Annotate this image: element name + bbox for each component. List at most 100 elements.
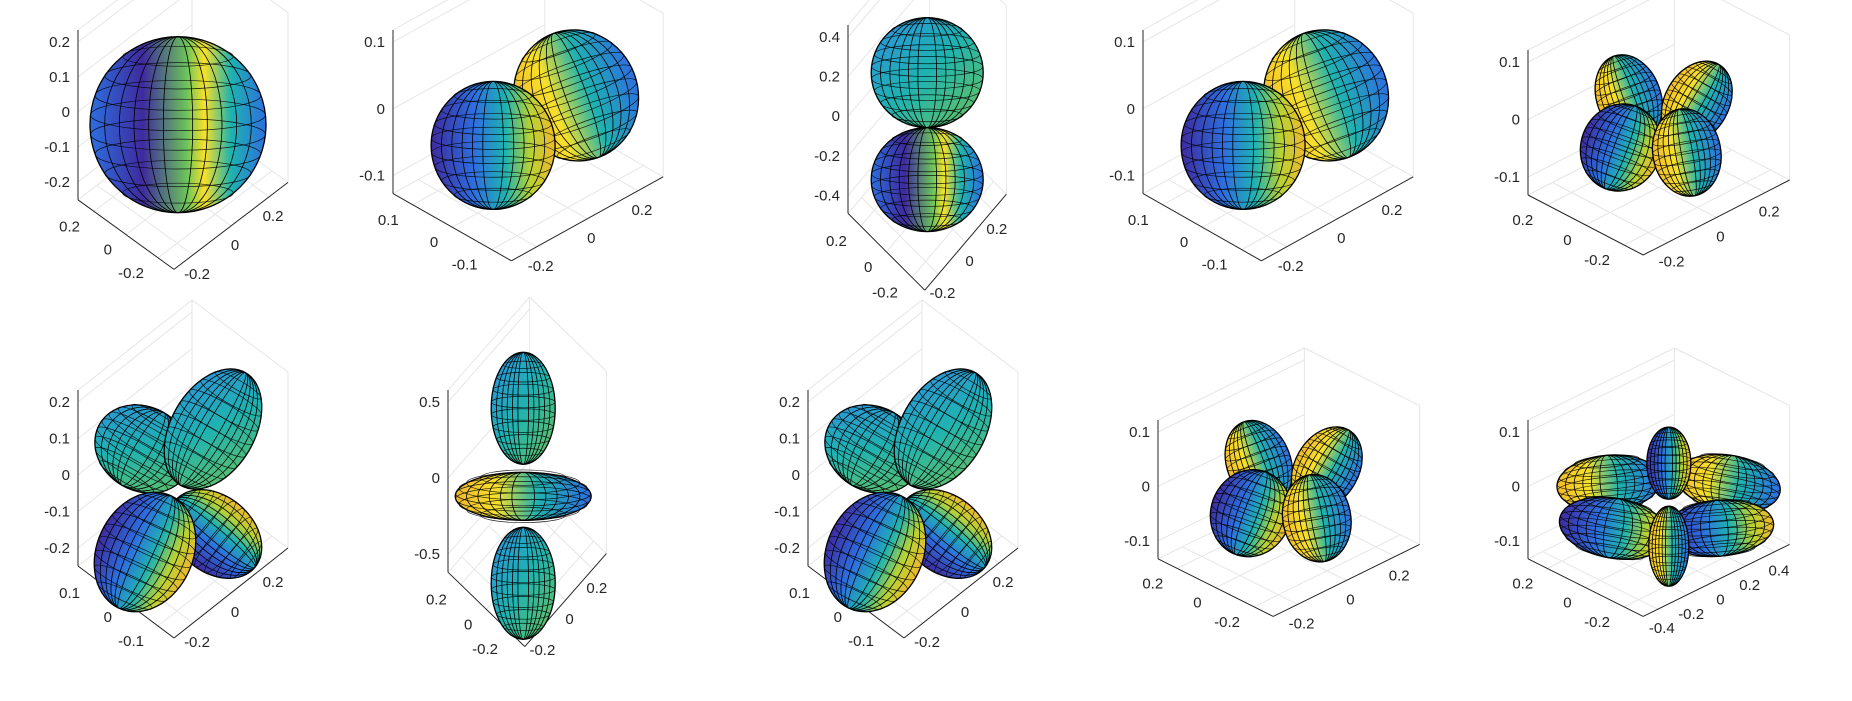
mesh-latitude bbox=[1306, 128, 1381, 159]
z-tick-label: 0.5 bbox=[419, 394, 440, 411]
z-tick-label: 0.1 bbox=[49, 431, 70, 448]
mesh-latitude bbox=[1648, 537, 1690, 546]
mesh-latitude bbox=[98, 536, 186, 581]
y-tick-label: 0 bbox=[1193, 595, 1201, 612]
panel-6: 0.2 0.1 0 -0.1 -0.2 0.1 0 -0.1 -0.2 0 0.2 bbox=[44, 299, 289, 651]
grid-line bbox=[392, 0, 449, 31]
mesh-latitude bbox=[1575, 542, 1645, 561]
grid-line bbox=[847, 0, 870, 26]
mesh-latitude bbox=[496, 434, 551, 445]
mesh-latitude bbox=[458, 492, 588, 517]
grid-line bbox=[529, 296, 607, 372]
x-tick-label: 0.2 bbox=[586, 580, 607, 597]
mesh-latitude bbox=[1595, 71, 1653, 96]
grid-line bbox=[77, 0, 180, 78]
lobe-surface bbox=[1648, 505, 1690, 587]
panel-4: 0.1 0 -0.1 0.1 0 -0.1 -0.2 0 0.2 bbox=[1109, 0, 1414, 275]
grid-line bbox=[847, 0, 881, 38]
z-tick-label: -0.1 bbox=[1124, 533, 1150, 550]
mesh-latitude bbox=[891, 108, 963, 123]
mesh-latitude bbox=[514, 40, 613, 81]
grid-line bbox=[1168, 179, 1287, 248]
mesh-latitude bbox=[1579, 146, 1652, 177]
grid-line bbox=[447, 308, 530, 403]
x-tick-label: 0 bbox=[961, 604, 969, 621]
x-axis-line bbox=[173, 547, 289, 639]
mesh-latitude bbox=[491, 408, 556, 421]
mesh-latitude bbox=[179, 400, 254, 445]
y-tick-label: -0.2 bbox=[1584, 614, 1610, 631]
lobe-front bbox=[430, 80, 556, 211]
mesh-latitude bbox=[480, 469, 567, 486]
x-tick-label: 0.4 bbox=[1769, 563, 1790, 580]
mesh-latitude bbox=[959, 541, 993, 579]
mesh-latitude bbox=[894, 458, 942, 487]
mesh-latitude bbox=[492, 421, 554, 433]
lobe-surface bbox=[490, 351, 556, 465]
y-tick-label: 0.2 bbox=[426, 592, 447, 609]
y-tick-label: -0.2 bbox=[1214, 614, 1240, 631]
x-tick-label: -0.2 bbox=[914, 634, 940, 651]
mesh-latitude bbox=[216, 527, 259, 578]
x-tick-label: 0.2 bbox=[1759, 204, 1780, 221]
grid-line bbox=[77, 311, 193, 403]
mesh-latitude bbox=[104, 62, 252, 90]
z-tick-label: 0.1 bbox=[779, 431, 800, 448]
x-tick-label: 0 bbox=[1337, 230, 1345, 247]
mesh-latitude bbox=[1181, 141, 1306, 164]
y-tick-label: 0.2 bbox=[1142, 575, 1163, 592]
y-tick-label: 0.2 bbox=[1512, 575, 1533, 592]
grid-line bbox=[392, 24, 546, 110]
mesh-latitude bbox=[214, 371, 262, 400]
mesh-latitude bbox=[1654, 488, 1683, 495]
y-tick-label: 0.2 bbox=[1512, 212, 1533, 229]
x-tick-label: 0.2 bbox=[631, 202, 652, 219]
grid-line bbox=[1527, 347, 1675, 421]
lobe-bottom bbox=[870, 126, 984, 233]
z-tick-label: 0.2 bbox=[779, 394, 800, 411]
mesh-latitude bbox=[1671, 81, 1728, 116]
z-tick-label: -0.1 bbox=[774, 504, 800, 521]
x-axis-line bbox=[173, 182, 289, 270]
x-tick-label: 0 bbox=[1346, 591, 1354, 608]
mesh-latitude bbox=[496, 372, 551, 383]
mesh-latitude bbox=[94, 549, 178, 592]
x-tick-label: 0 bbox=[1716, 229, 1724, 246]
panel-8: 0.2 0.1 0 -0.1 -0.2 0.1 0 -0.1 -0.2 0 0.2 bbox=[774, 299, 1019, 651]
grid-line bbox=[1388, 0, 1414, 14]
mesh-latitude bbox=[122, 182, 234, 204]
mesh-meridian bbox=[1585, 104, 1656, 191]
y-tick-label: 0.2 bbox=[826, 233, 847, 250]
mesh-latitude bbox=[1657, 158, 1722, 176]
mesh-latitude bbox=[164, 441, 226, 479]
lobe-lower-left bbox=[823, 491, 927, 613]
lobe-top bbox=[870, 16, 984, 129]
x-tick-label: -0.2 bbox=[184, 634, 210, 651]
mesh-latitude bbox=[502, 360, 544, 369]
z-tick-label: 0.2 bbox=[49, 34, 70, 51]
z-tick-label: -0.1 bbox=[44, 504, 70, 521]
y-tick-label: 0 bbox=[104, 609, 112, 626]
mesh-meridian bbox=[1651, 505, 1686, 587]
mesh-latitude bbox=[431, 126, 556, 150]
y-axis-line bbox=[1157, 558, 1274, 617]
mesh-latitude bbox=[1651, 565, 1686, 572]
mesh-latitude bbox=[1662, 169, 1720, 184]
mesh-latitude bbox=[1203, 187, 1283, 203]
x-tick-label: 0 bbox=[587, 230, 595, 247]
y-axis-line bbox=[1527, 558, 1644, 617]
panel-1: 0.2 0.1 0 -0.1 -0.2 0.2 0 -0.2 -0.2 0 0.2 bbox=[44, 0, 289, 283]
z-tick-label: 0 bbox=[1127, 101, 1135, 118]
mesh-latitude bbox=[1650, 479, 1688, 487]
mesh-latitude bbox=[1608, 105, 1657, 126]
grid-line bbox=[1527, 0, 1627, 51]
mesh-latitude bbox=[1184, 155, 1302, 178]
mesh-latitude bbox=[1301, 446, 1358, 481]
grid-line bbox=[1527, 0, 1651, 63]
grid-line bbox=[1142, 0, 1199, 31]
y-tick-label: -0.2 bbox=[872, 284, 898, 301]
x-axis-line bbox=[1642, 543, 1790, 617]
mesh-latitude bbox=[891, 213, 963, 227]
mesh-latitude bbox=[112, 512, 196, 555]
lobe-left-front bbox=[1558, 496, 1669, 561]
